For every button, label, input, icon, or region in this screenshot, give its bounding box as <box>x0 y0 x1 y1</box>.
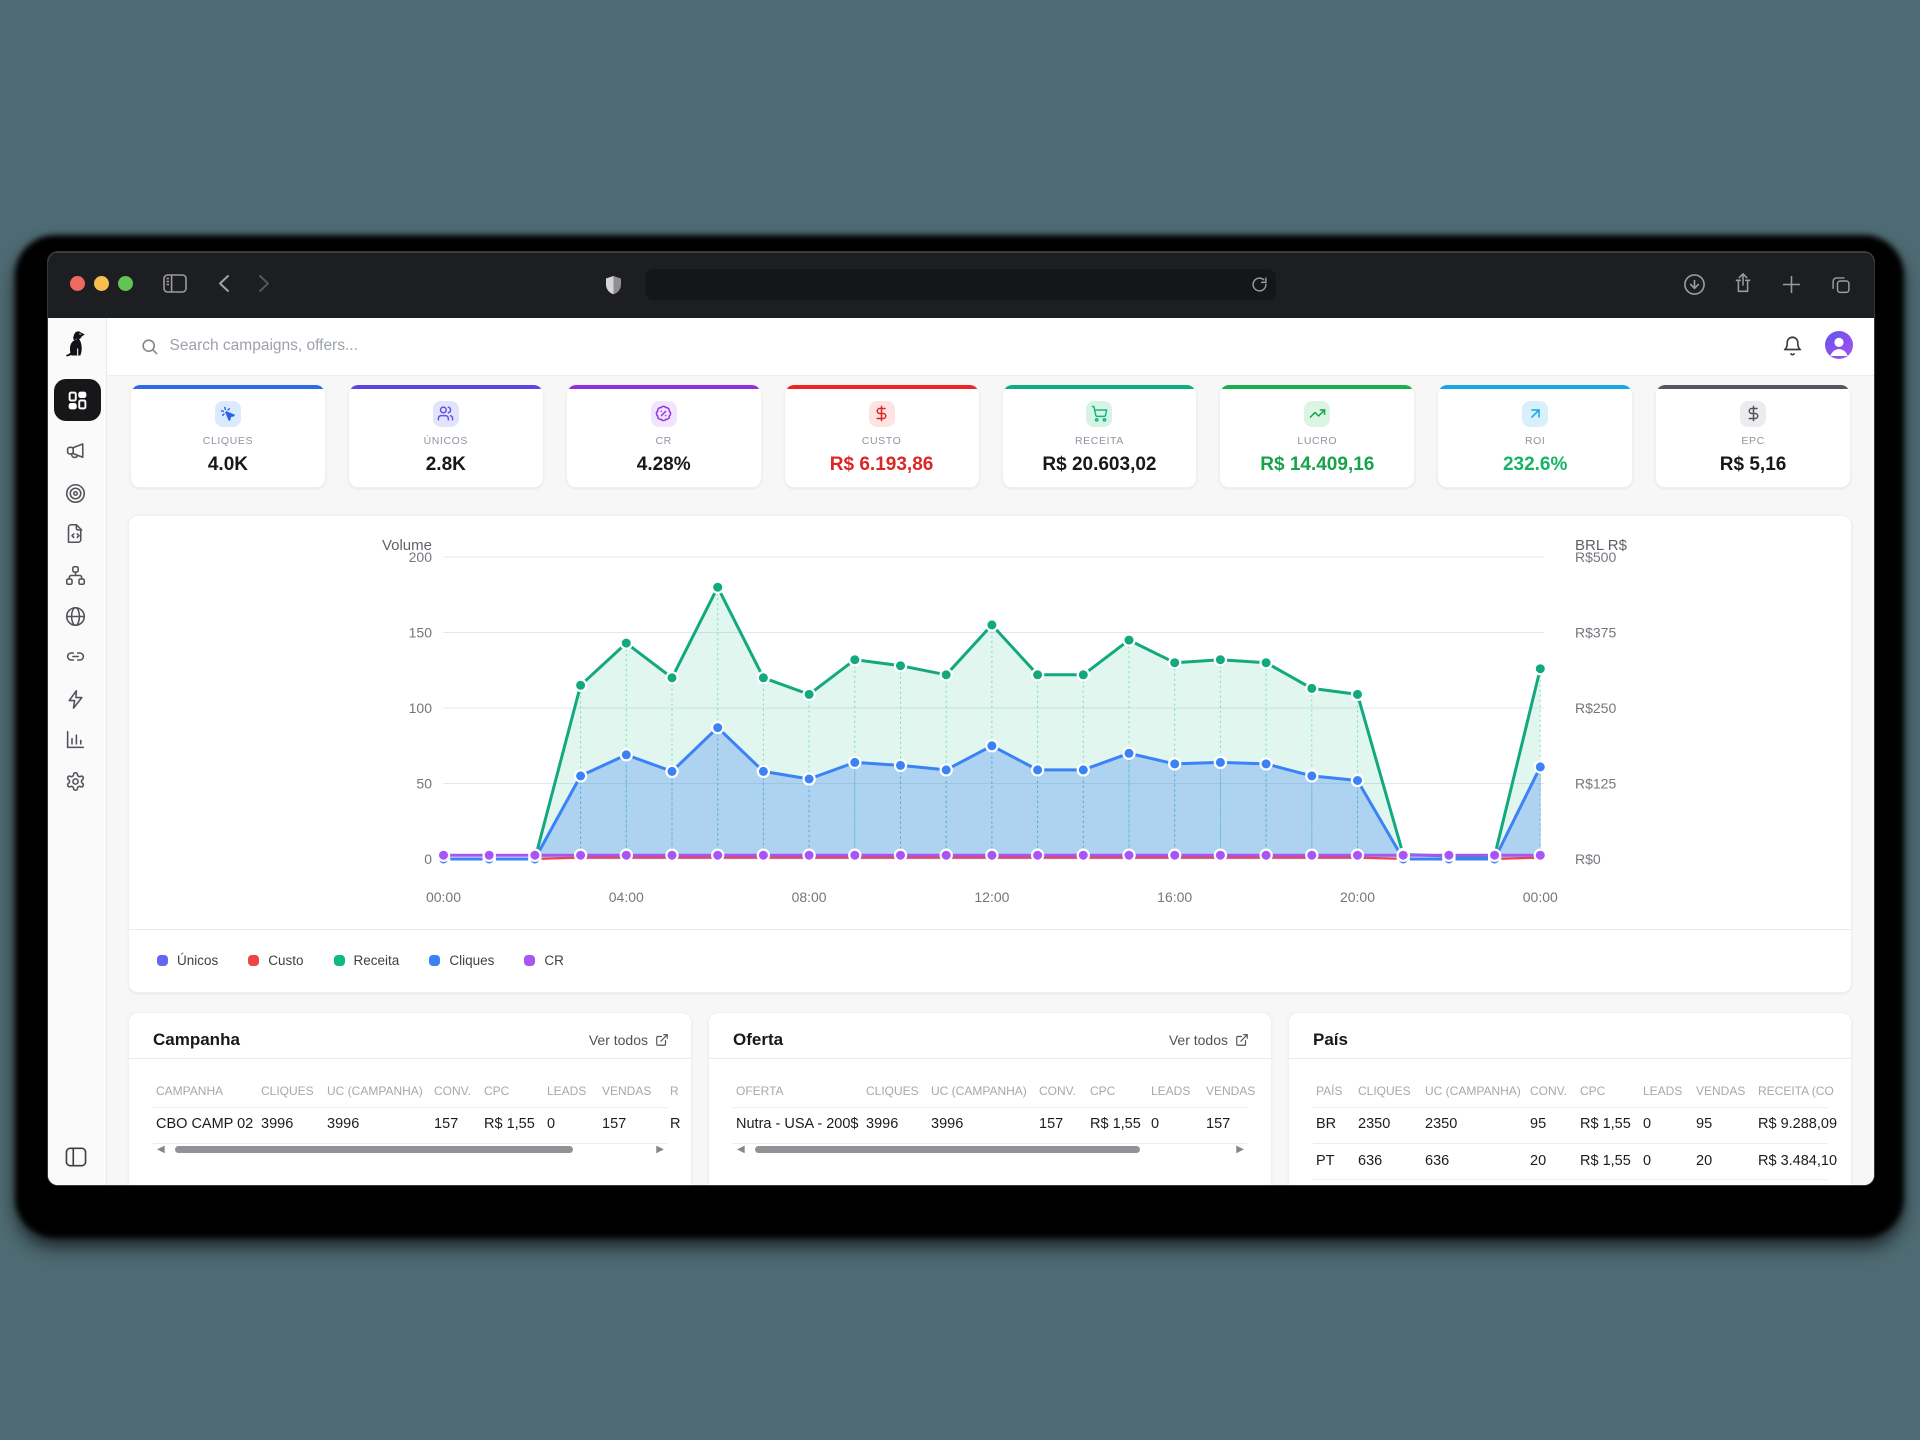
svg-text:R$375: R$375 <box>1575 625 1616 641</box>
svg-text:R$250: R$250 <box>1575 700 1616 716</box>
svg-text:16:00: 16:00 <box>1157 889 1192 905</box>
svg-text:50: 50 <box>416 776 432 792</box>
svg-text:08:00: 08:00 <box>792 889 827 905</box>
svg-text:R$125: R$125 <box>1575 776 1616 792</box>
svg-text:20:00: 20:00 <box>1340 889 1375 905</box>
svg-text:Volume: Volume <box>382 537 432 554</box>
svg-text:BRL R$: BRL R$ <box>1575 537 1628 554</box>
svg-text:R$500: R$500 <box>1575 549 1616 565</box>
svg-text:100: 100 <box>409 700 433 716</box>
svg-text:00:00: 00:00 <box>1523 889 1558 905</box>
svg-text:12:00: 12:00 <box>974 889 1009 905</box>
svg-text:04:00: 04:00 <box>609 889 644 905</box>
svg-text:00:00: 00:00 <box>426 889 461 905</box>
svg-text:150: 150 <box>409 625 433 641</box>
svg-text:R$0: R$0 <box>1575 851 1601 867</box>
svg-text:200: 200 <box>409 549 433 565</box>
svg-text:0: 0 <box>424 851 432 867</box>
